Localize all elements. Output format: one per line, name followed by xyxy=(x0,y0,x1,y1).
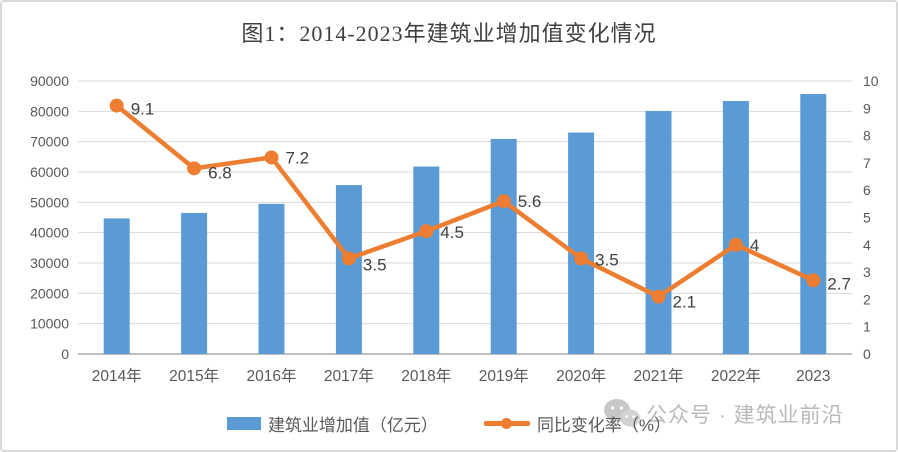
right-axis-tick: 6 xyxy=(863,182,871,198)
x-axis-label: 2018年 xyxy=(401,367,451,385)
legend: 建筑业增加值（亿元） 同比变化率（%） xyxy=(2,411,896,436)
data-label-2021年: 2.1 xyxy=(673,293,697,312)
x-axis-label: 2020年 xyxy=(556,367,606,385)
legend-item-added-value: 建筑业增加值（亿元） xyxy=(226,411,438,436)
data-label-2015年: 6.8 xyxy=(208,163,232,182)
bar-2014年 xyxy=(103,218,130,354)
line-marker-2019年 xyxy=(496,194,511,209)
bar-2018年 xyxy=(413,166,440,354)
bar-2021年 xyxy=(645,111,672,354)
watermark-text: 公众号 · 建筑业前沿 xyxy=(646,404,844,427)
x-axis-label: 2015年 xyxy=(169,367,219,385)
right-axis-tick: 10 xyxy=(863,73,879,89)
watermark: 公众号 · 建筑业前沿 xyxy=(603,398,844,430)
line-series-swatch xyxy=(483,418,530,429)
right-axis-tick: 7 xyxy=(863,155,871,171)
wechat-icon xyxy=(604,399,640,429)
data-label-2014年: 9.1 xyxy=(131,100,155,119)
data-label-2023: 2.7 xyxy=(827,274,851,293)
line-marker-2018年 xyxy=(419,224,434,239)
left-axis-tick: 40000 xyxy=(30,225,69,241)
x-axis-label: 2021年 xyxy=(634,367,684,385)
right-axis-tick: 8 xyxy=(863,128,871,144)
bar-2016年 xyxy=(258,203,285,354)
left-axis-tick: 70000 xyxy=(30,134,69,150)
right-axis-tick: 3 xyxy=(863,264,871,280)
line-marker-2021年 xyxy=(651,289,666,304)
line-marker-2014年 xyxy=(109,98,124,113)
right-axis-tick: 2 xyxy=(863,291,871,307)
x-axis-label: 2017年 xyxy=(324,367,374,385)
data-label-2022年: 4 xyxy=(750,236,759,255)
x-axis-label: 2023 xyxy=(796,368,830,385)
legend-label-growth-rate: 同比变化率（%） xyxy=(536,416,672,435)
data-label-2019年: 5.6 xyxy=(518,192,542,211)
bar-2022年 xyxy=(722,101,749,355)
x-axis-label: 2014年 xyxy=(92,367,142,385)
right-axis-tick: 9 xyxy=(863,100,871,116)
x-axis-label: 2019年 xyxy=(479,367,529,385)
bar-2015年 xyxy=(181,212,208,354)
legend-item-growth-rate: 同比变化率（%） xyxy=(483,411,672,436)
data-label-2017年: 3.5 xyxy=(363,255,387,274)
data-label-2018年: 4.5 xyxy=(440,223,464,242)
left-axis-tick: 60000 xyxy=(30,164,69,180)
data-label-2016年: 7.2 xyxy=(286,148,310,167)
chart-title: 图1：2014-2023年建筑业增加值变化情况 xyxy=(241,21,657,46)
data-label-2020年: 3.5 xyxy=(595,250,619,269)
line-marker-2015年 xyxy=(187,161,202,176)
growth-rate-line xyxy=(114,103,816,299)
bar-2023 xyxy=(800,94,827,354)
left-axis-tick: 10000 xyxy=(30,316,69,332)
left-axis-tick: 0 xyxy=(61,346,69,362)
line-marker-2020年 xyxy=(574,251,589,266)
bar-series-swatch xyxy=(226,417,261,430)
x-axis-label: 2022年 xyxy=(711,367,761,385)
left-axis-tick: 50000 xyxy=(30,194,69,210)
x-axis-label: 2016年 xyxy=(247,367,297,385)
left-axis-tick: 20000 xyxy=(30,285,69,301)
left-axis-tick: 30000 xyxy=(30,255,69,271)
right-axis-tick: 1 xyxy=(863,319,871,335)
bar-2020年 xyxy=(568,132,595,354)
left-axis-tick: 90000 xyxy=(30,73,69,89)
line-marker-2023 xyxy=(806,273,821,288)
right-axis-tick: 4 xyxy=(863,237,871,253)
right-axis-tick: 5 xyxy=(863,210,871,226)
line-marker-swatch xyxy=(501,418,513,429)
line-marker-2017年 xyxy=(341,251,356,266)
legend-label-added-value: 建筑业增加值（亿元） xyxy=(267,416,438,435)
line-marker-2022年 xyxy=(728,237,743,252)
bar-2019年 xyxy=(490,138,517,354)
bar-2017年 xyxy=(335,185,362,354)
right-axis-tick: 0 xyxy=(863,346,871,362)
line-marker-2016年 xyxy=(264,150,279,165)
left-axis-tick: 80000 xyxy=(30,103,69,119)
